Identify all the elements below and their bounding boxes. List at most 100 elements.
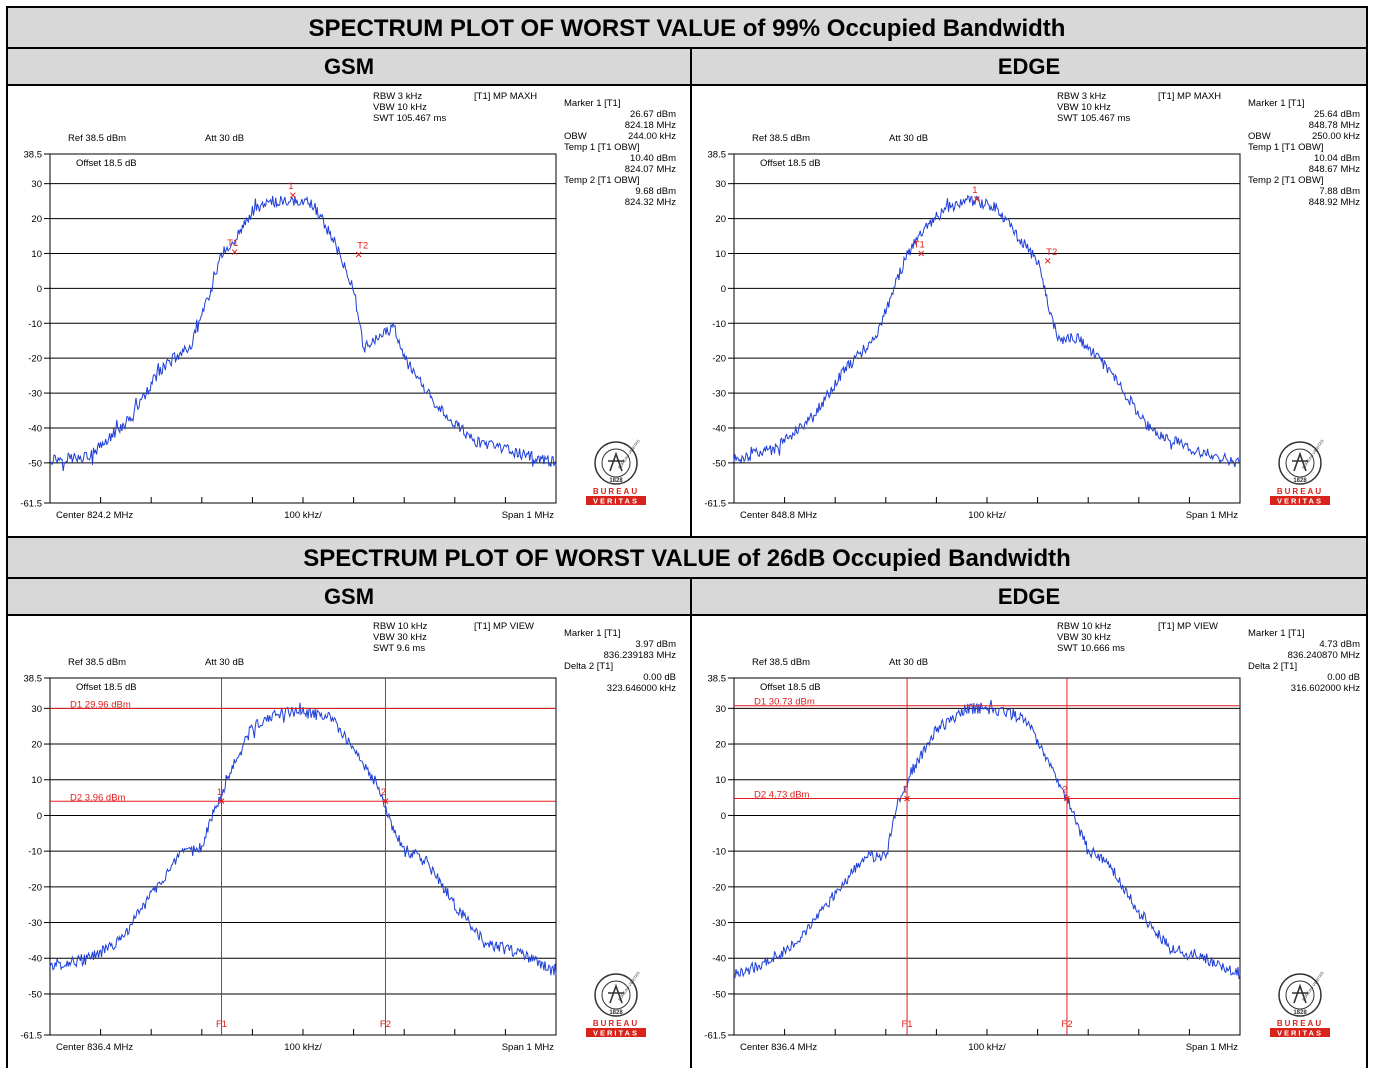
logo-figure-icon: [608, 451, 624, 472]
logo-top-text: BUREAU: [593, 487, 639, 496]
x-center-label: Center 848.8 MHz: [740, 510, 817, 521]
spectrum-trace: [49, 195, 557, 472]
logo-year: 1828: [609, 1010, 623, 1016]
attenuation-label: Att 30 dB: [205, 657, 244, 668]
readout-value: 4.73 dBm: [1319, 639, 1360, 650]
marker-point: [218, 798, 225, 805]
x-division-label: 100 kHz/: [968, 510, 1006, 521]
column-divider: [690, 616, 692, 1068]
logo-bar: [1270, 496, 1330, 505]
y-tick-label: -30: [28, 389, 42, 400]
readout-label: OBW: [1248, 131, 1271, 142]
plot-frame: [733, 153, 1241, 504]
y-tick-label: 20: [31, 214, 42, 225]
y-tick-label: -20: [712, 882, 726, 893]
logo-top-text: BUREAU: [1277, 1019, 1323, 1028]
logo-bar: [586, 1028, 646, 1037]
y-tick-label: -10: [712, 319, 726, 330]
spectrum-trace: [733, 194, 1240, 468]
marker-point: [355, 251, 362, 258]
section-title-26db-obw: SPECTRUM PLOT OF WORST VALUE of 26dB Occ…: [8, 536, 1366, 579]
x-span-label: Span 1 MHz: [1186, 1042, 1239, 1053]
y-tick-label: 10: [31, 249, 42, 260]
y-tick-label: 30: [31, 704, 42, 715]
y-tick-label: 10: [31, 775, 42, 786]
marker-label: 2: [381, 787, 386, 798]
readout-label: Temp 1 [T1 OBW]: [564, 142, 640, 153]
marker-label: 1: [217, 787, 222, 798]
readout-value: 824.18 MHz: [625, 120, 676, 131]
y-tick-label: -20: [28, 354, 42, 365]
marker-point: [290, 192, 296, 199]
y-tick-label: 10: [715, 775, 726, 786]
column-divider: [690, 579, 692, 616]
spectrum-trace: [49, 702, 557, 976]
readout-label: Temp 2 [T1 OBW]: [564, 175, 640, 186]
readout-label: Temp 1 [T1 OBW]: [1248, 142, 1324, 153]
readout-value: 836.239183 MHz: [604, 650, 677, 661]
y-tick-label: 38.5: [708, 150, 727, 161]
marker-point: [974, 196, 980, 202]
ref-level-label: Ref 38.5 dBm: [752, 133, 810, 144]
logo-top-text: BUREAU: [1277, 487, 1323, 496]
y-tick-label: 30: [715, 704, 726, 715]
y-tick-label: -61.5: [20, 499, 42, 510]
x-span-label: Span 1 MHz: [502, 510, 555, 521]
offset-label: Offset 18.5 dB: [760, 158, 821, 169]
ref-level-label: Ref 38.5 dBm: [68, 133, 126, 144]
logo-seal-inner-icon: [1285, 448, 1315, 478]
y-tick-label: -40: [28, 423, 42, 434]
y-tick-label: 38.5: [24, 674, 43, 685]
readout-value: 848.92 MHz: [1309, 197, 1360, 208]
y-tick-label: -10: [28, 319, 42, 330]
attenuation-label: Att 30 dB: [205, 133, 244, 144]
vbw-label: VBW 30 kHz: [1057, 632, 1111, 643]
y-tick-label: 0: [37, 284, 42, 295]
column-header-gsm: GSM: [8, 579, 690, 616]
readout-value: 316.602000 kHz: [1291, 683, 1360, 694]
plot-frame: [49, 677, 557, 1036]
trace-mode-label: [T1] MP MAXH: [474, 91, 537, 102]
frequency-line-label: F2: [1061, 1019, 1072, 1030]
readout-value: 836.240870 MHz: [1288, 650, 1361, 661]
readout-label: Marker 1 [T1]: [1248, 628, 1305, 639]
marker-point: [904, 795, 910, 802]
rbw-label: RBW 3 kHz: [373, 91, 422, 102]
marker-label: T1: [227, 238, 238, 249]
vbw-label: VBW 30 kHz: [373, 632, 427, 643]
x-span-label: Span 1 MHz: [502, 1042, 555, 1053]
frequency-line-label: F1: [216, 1019, 227, 1030]
y-tick-label: 0: [721, 284, 726, 295]
marker-label: T1: [914, 239, 925, 250]
logo-seal-inner-icon: [601, 980, 631, 1010]
logo-bar: [1270, 1028, 1330, 1037]
readout-value: 9.68 dBm: [635, 186, 676, 197]
logo-seal-icon: [594, 441, 638, 485]
readout-value: 0.00 dB: [643, 672, 676, 683]
ref-level-label: Ref 38.5 dBm: [752, 657, 810, 668]
logo-seal-icon: [594, 973, 638, 1017]
y-tick-label: -20: [712, 354, 726, 365]
readout-value: 3.97 dBm: [635, 639, 676, 650]
column-header-edge: EDGE: [692, 49, 1366, 86]
y-tick-label: 0: [37, 811, 42, 822]
offset-label: Offset 18.5 dB: [760, 682, 821, 693]
logo-seal-inner-icon: [1285, 980, 1315, 1010]
offset-label: Offset 18.5 dB: [76, 158, 137, 169]
readout-label: Temp 2 [T1 OBW]: [1248, 175, 1324, 186]
y-tick-label: 20: [31, 740, 42, 751]
y-tick-label: -30: [28, 918, 42, 929]
swt-label: SWT 105.467 ms: [373, 113, 446, 124]
logo-seal-icon: [1278, 973, 1322, 1017]
swt-label: SWT 10.666 ms: [1057, 643, 1125, 654]
column-header-edge: EDGE: [692, 579, 1366, 616]
logo-year: 1828: [609, 478, 623, 484]
y-tick-label: -50: [712, 989, 726, 1000]
offset-label: Offset 18.5 dB: [76, 682, 137, 693]
y-tick-label: -61.5: [20, 1031, 42, 1042]
logo-figure-icon: [1292, 451, 1308, 472]
vbw-label: VBW 10 kHz: [373, 102, 427, 113]
readout-value: 7.88 dBm: [1319, 186, 1360, 197]
column-divider: [690, 86, 692, 536]
y-tick-label: -30: [712, 918, 726, 929]
